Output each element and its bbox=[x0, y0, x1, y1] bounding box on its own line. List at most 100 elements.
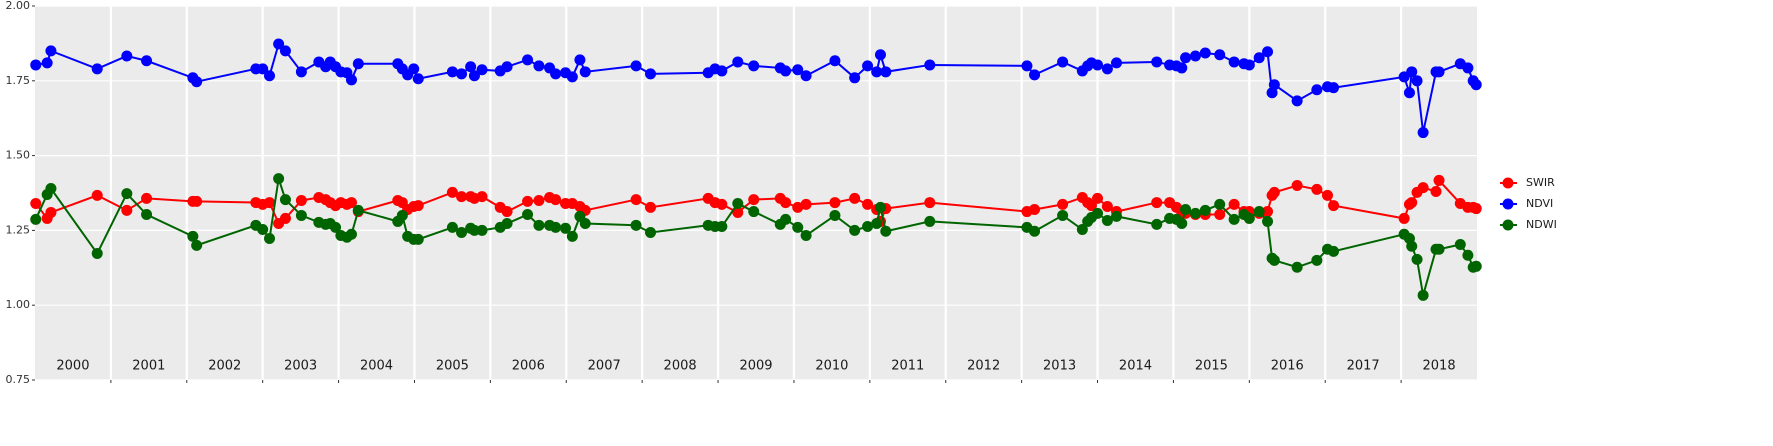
point bbox=[476, 224, 488, 236]
point bbox=[257, 63, 269, 75]
point bbox=[1406, 240, 1418, 252]
x-tick-label: 2006 bbox=[512, 359, 545, 374]
point bbox=[1057, 198, 1069, 210]
point bbox=[780, 65, 792, 77]
point bbox=[1180, 203, 1192, 215]
point bbox=[1228, 213, 1240, 225]
point bbox=[1214, 49, 1226, 61]
x-tick-label: 2013 bbox=[1043, 359, 1076, 374]
point bbox=[533, 194, 545, 206]
point bbox=[566, 230, 578, 242]
point bbox=[345, 74, 357, 86]
point bbox=[1111, 210, 1122, 222]
x-tick-label: 2018 bbox=[1423, 359, 1456, 374]
point bbox=[1321, 189, 1333, 201]
point bbox=[1268, 79, 1280, 91]
point bbox=[732, 206, 744, 218]
point bbox=[396, 209, 408, 221]
point bbox=[30, 213, 42, 225]
point bbox=[1189, 207, 1201, 219]
point bbox=[279, 212, 291, 224]
point bbox=[880, 225, 892, 237]
point bbox=[446, 186, 458, 198]
point bbox=[748, 206, 760, 218]
x-tick-label: 2001 bbox=[132, 359, 165, 374]
point bbox=[1228, 56, 1240, 68]
point bbox=[533, 60, 545, 72]
point bbox=[1228, 198, 1240, 210]
point bbox=[780, 197, 792, 209]
point bbox=[456, 191, 468, 203]
point bbox=[1189, 50, 1201, 62]
x-tick-label: 2015 bbox=[1195, 359, 1228, 374]
point bbox=[550, 68, 562, 80]
point bbox=[264, 70, 276, 82]
point bbox=[1262, 215, 1274, 227]
point bbox=[1253, 206, 1265, 218]
point bbox=[1057, 209, 1069, 221]
x-tick-label: 2010 bbox=[815, 359, 848, 374]
point bbox=[1243, 212, 1255, 224]
x-tick-label: 2016 bbox=[1271, 359, 1304, 374]
point bbox=[1411, 75, 1423, 87]
point bbox=[1470, 79, 1482, 91]
point bbox=[352, 58, 364, 70]
point bbox=[874, 201, 886, 213]
point bbox=[1417, 289, 1429, 301]
point bbox=[645, 201, 657, 213]
point bbox=[456, 68, 468, 80]
point bbox=[1417, 182, 1429, 194]
point bbox=[141, 55, 153, 67]
x-tick-label: 2003 bbox=[284, 359, 317, 374]
point bbox=[446, 66, 458, 78]
point bbox=[1311, 84, 1323, 96]
point bbox=[257, 224, 269, 236]
point bbox=[1433, 66, 1445, 78]
point bbox=[1029, 69, 1041, 81]
y-tick-label: 1.50 bbox=[6, 149, 31, 162]
x-tick-label: 2004 bbox=[360, 359, 393, 374]
x-tick-label: 2007 bbox=[588, 359, 621, 374]
point bbox=[121, 50, 133, 62]
point bbox=[1092, 192, 1104, 204]
point bbox=[630, 194, 642, 206]
point bbox=[1406, 197, 1418, 209]
y-tick-label: 1.75 bbox=[6, 74, 31, 87]
point bbox=[1433, 243, 1445, 255]
point bbox=[716, 221, 728, 233]
point bbox=[1398, 212, 1410, 224]
point bbox=[800, 229, 812, 241]
point bbox=[295, 209, 307, 221]
point bbox=[30, 59, 42, 71]
point bbox=[345, 197, 357, 209]
point bbox=[1180, 52, 1192, 64]
point bbox=[1199, 204, 1211, 216]
point bbox=[1262, 206, 1274, 218]
point bbox=[1057, 56, 1069, 68]
point bbox=[1462, 249, 1474, 261]
point bbox=[522, 209, 534, 221]
point bbox=[408, 63, 420, 75]
point bbox=[1268, 186, 1280, 198]
point bbox=[829, 55, 841, 67]
point bbox=[1029, 203, 1041, 215]
point bbox=[1454, 238, 1466, 250]
point bbox=[780, 213, 792, 225]
point bbox=[800, 70, 812, 82]
legend-key bbox=[1502, 219, 1514, 231]
point bbox=[476, 64, 488, 76]
point bbox=[1268, 254, 1280, 266]
point bbox=[574, 54, 586, 66]
point bbox=[501, 61, 513, 73]
x-tick-label: 2008 bbox=[664, 359, 697, 374]
point bbox=[121, 188, 133, 200]
point bbox=[468, 70, 480, 82]
point bbox=[748, 60, 760, 72]
x-tick-label: 2000 bbox=[56, 359, 89, 374]
legend-label: NDWI bbox=[1526, 218, 1557, 231]
point bbox=[1092, 207, 1104, 219]
point bbox=[352, 204, 364, 216]
point bbox=[1029, 225, 1041, 237]
point bbox=[1092, 59, 1104, 71]
x-tick-label: 2005 bbox=[436, 359, 469, 374]
